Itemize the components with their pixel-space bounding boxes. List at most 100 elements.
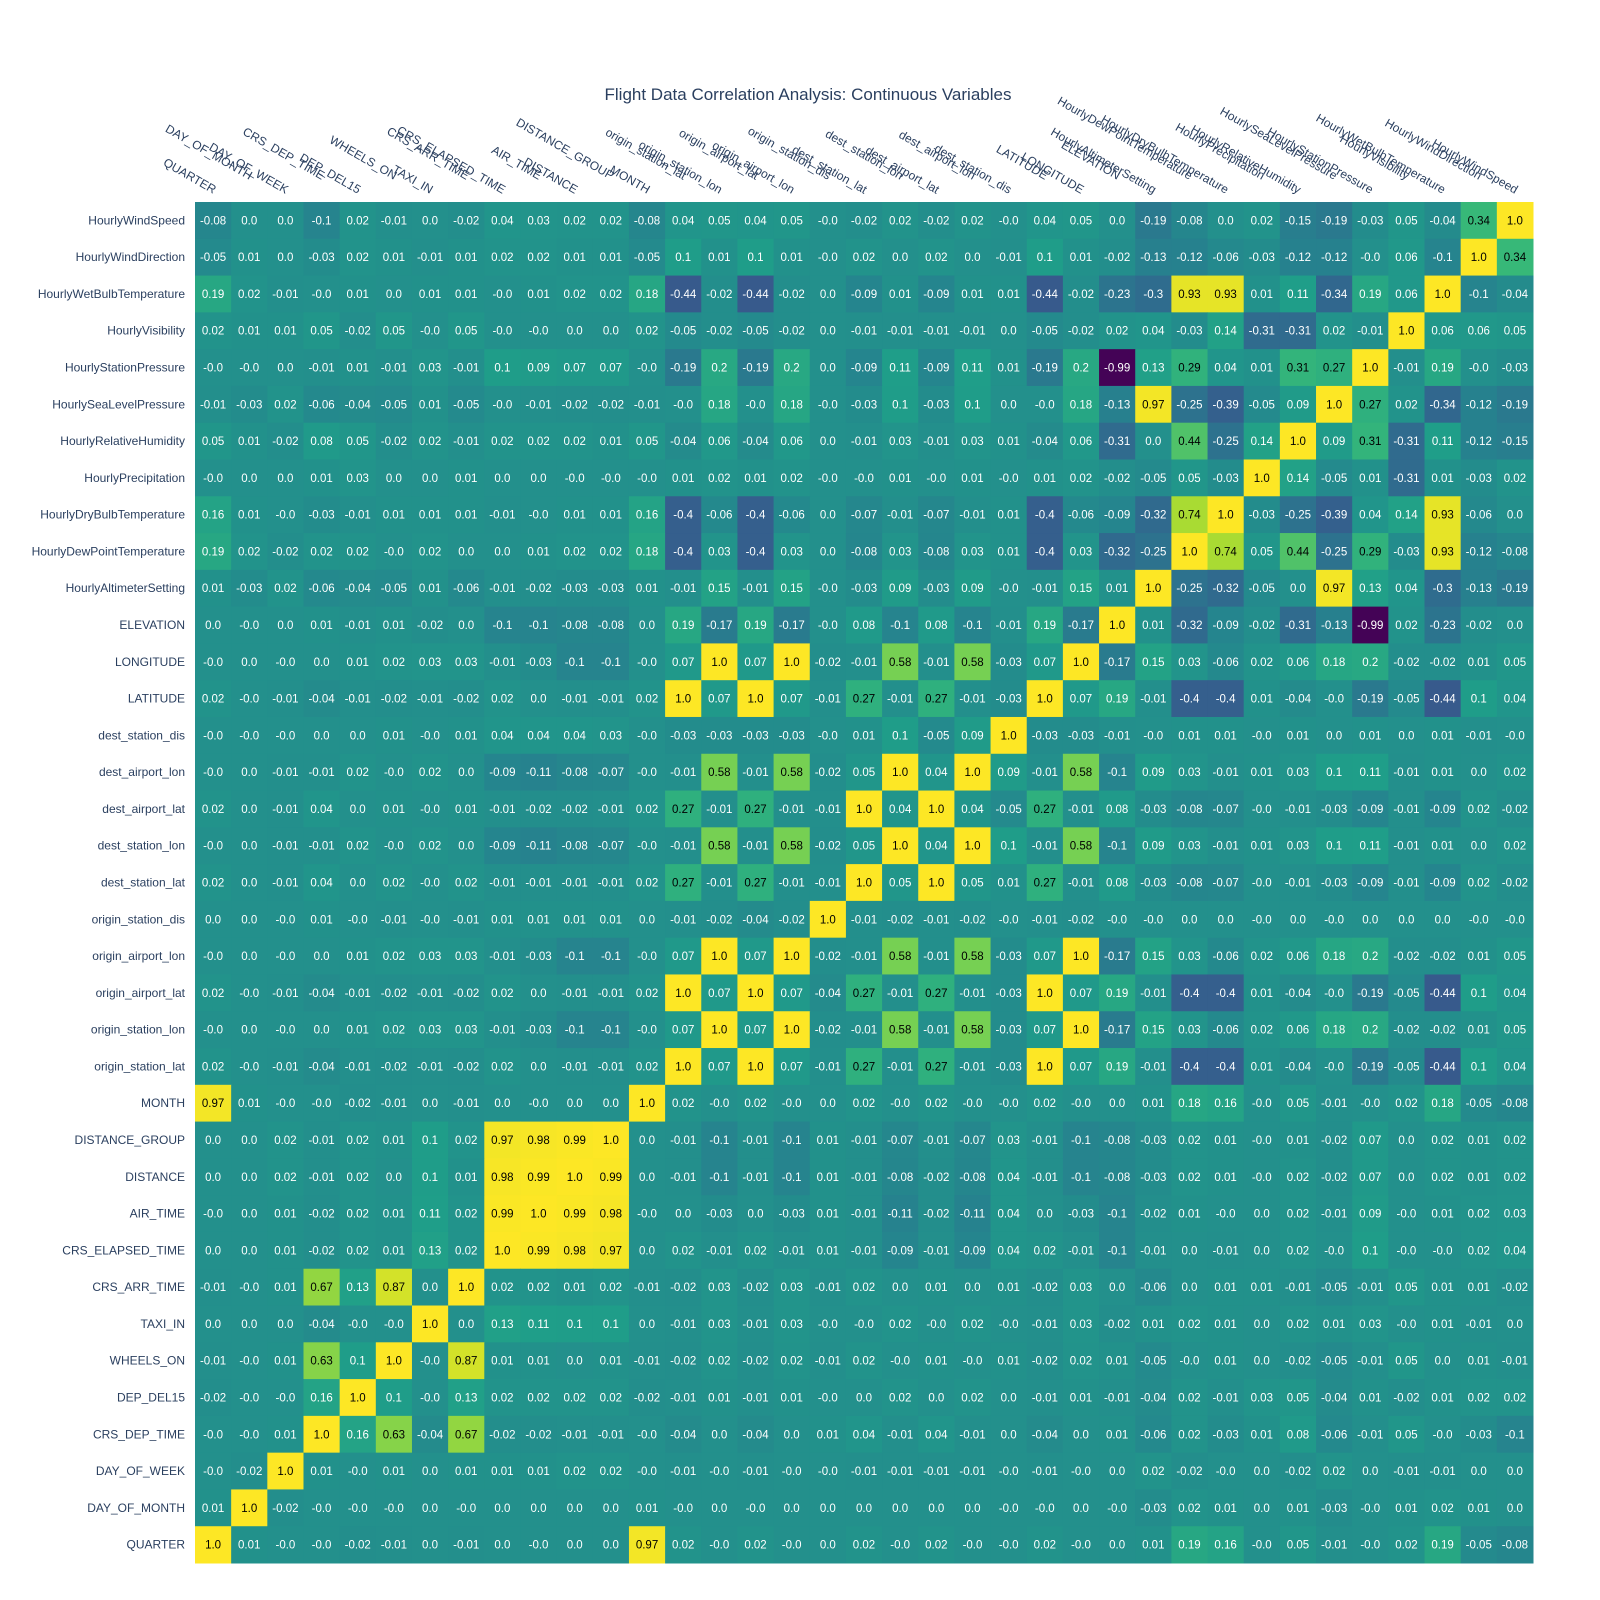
heatmap-cell xyxy=(1207,1195,1245,1233)
cell-value-label: -0.01 xyxy=(742,1392,768,1404)
heatmap-cell xyxy=(375,790,413,828)
heatmap-cell xyxy=(628,422,666,460)
heatmap-cell xyxy=(1424,606,1462,644)
heatmap-cell xyxy=(1496,606,1534,644)
heatmap-cell xyxy=(737,1379,775,1417)
cell-value-label: -0.09 xyxy=(959,1245,985,1257)
heatmap-cell xyxy=(520,312,558,350)
cell-value-label: -0.02 xyxy=(453,694,479,706)
cell-value-label: 0.01 xyxy=(310,473,332,485)
heatmap-cell xyxy=(1388,716,1426,755)
cell-value-label: 0.09 xyxy=(1142,841,1164,853)
cell-value-label: -0.0 xyxy=(1252,1540,1272,1552)
cell-value-label: 0.01 xyxy=(238,436,260,448)
heatmap-cell xyxy=(1026,1489,1064,1527)
cell-value-label: 0.01 xyxy=(274,1282,296,1294)
heatmap-cell xyxy=(628,790,666,828)
heatmap-cell xyxy=(1135,202,1172,240)
cell-value-label: 0.93 xyxy=(1214,289,1236,301)
cell-value-label: 0.02 xyxy=(202,988,224,1000)
cell-value-label: -0.02 xyxy=(1249,620,1275,632)
cell-value-label: 0.02 xyxy=(564,1392,586,1404)
heatmap-cell xyxy=(375,202,413,240)
heatmap-cell xyxy=(954,1121,992,1159)
cell-value-label: 0.01 xyxy=(817,1429,839,1441)
heatmap-cell xyxy=(1424,1048,1462,1086)
cell-value-label: 0.0 xyxy=(531,1503,547,1515)
cell-value-label: 0.58 xyxy=(1070,767,1092,779)
cell-value-label: 0.04 xyxy=(1504,1061,1527,1073)
heatmap-cell xyxy=(918,680,955,718)
heatmap-cell xyxy=(1207,238,1245,277)
heatmap-cell xyxy=(773,1195,811,1233)
cell-value-label: 0.0 xyxy=(350,730,366,742)
cell-value-label: 0.0 xyxy=(1254,1466,1270,1478)
heatmap-cell xyxy=(303,385,341,424)
heatmap-cell xyxy=(1424,1379,1462,1417)
cell-value-label: -0.04 xyxy=(670,436,697,448)
heatmap-cell xyxy=(1316,1121,1353,1159)
heatmap-cell xyxy=(195,1048,232,1086)
cell-value-label: 0.01 xyxy=(636,583,658,595)
cell-value-label: -0.0 xyxy=(420,1392,440,1404)
cell-value-label: -0.02 xyxy=(1032,1356,1058,1368)
heatmap-cell xyxy=(1243,569,1281,608)
cell-value-label: 0.03 xyxy=(419,363,441,375)
heatmap-cell xyxy=(267,1452,304,1490)
heatmap-cell xyxy=(954,606,992,644)
heatmap-cell xyxy=(918,385,955,424)
cell-value-label: 0.0 xyxy=(1037,1209,1053,1221)
cell-value-label: -0.05 xyxy=(634,252,660,264)
cell-value-label: 0.27 xyxy=(925,694,947,706)
heatmap-cell xyxy=(556,496,594,534)
heatmap-cell xyxy=(195,606,232,644)
cell-value-label: -0.01 xyxy=(851,951,877,963)
heatmap-cell xyxy=(628,1415,666,1454)
heatmap-cell xyxy=(267,349,304,387)
cell-value-label: 0.0 xyxy=(241,473,257,485)
heatmap-cell xyxy=(448,790,485,828)
heatmap-cell xyxy=(1316,1268,1353,1307)
cell-value-label: -0.02 xyxy=(453,1061,479,1073)
heatmap-cell xyxy=(1171,533,1209,571)
y-tick-label: DISTANCE xyxy=(125,1170,185,1184)
cell-value-label: -0.01 xyxy=(923,1245,949,1257)
cell-value-label: -0.03 xyxy=(923,399,949,411)
cell-value-label: -0.08 xyxy=(562,841,588,853)
heatmap-cell xyxy=(448,1121,485,1159)
heatmap-cell xyxy=(1062,1084,1100,1123)
heatmap-cell xyxy=(954,1231,992,1270)
heatmap-cell xyxy=(628,606,666,644)
heatmap-cell xyxy=(484,422,521,460)
heatmap-cell xyxy=(737,606,775,644)
heatmap-cell xyxy=(1099,606,1136,644)
heatmap-cell xyxy=(556,202,594,240)
heatmap-cell xyxy=(520,1231,558,1270)
cell-value-label: -0.4 xyxy=(1180,988,1200,1000)
heatmap-cell xyxy=(773,900,811,939)
cell-value-label: 0.01 xyxy=(455,730,477,742)
cell-value-label: 0.0 xyxy=(1398,1172,1414,1184)
heatmap-cell xyxy=(1388,1305,1426,1343)
heatmap-cell xyxy=(1496,238,1534,277)
cell-value-label: -0.01 xyxy=(670,767,696,779)
heatmap-cell xyxy=(411,202,449,240)
heatmap-cell xyxy=(1099,1452,1136,1490)
heatmap-cell xyxy=(411,937,449,975)
cell-value-label: -0.01 xyxy=(742,767,768,779)
heatmap-cell xyxy=(954,643,992,681)
heatmap-cell xyxy=(231,312,268,350)
heatmap-cell xyxy=(1388,238,1426,277)
cell-value-label: -0.03 xyxy=(1321,1503,1347,1515)
heatmap-cell xyxy=(303,349,341,387)
cell-value-label: -0.04 xyxy=(1429,215,1456,227)
heatmap-cell xyxy=(411,864,449,902)
heatmap-cell xyxy=(1099,422,1136,460)
cell-value-label: 0.16 xyxy=(636,510,658,522)
cell-value-label: -0.0 xyxy=(637,1025,657,1037)
heatmap-cell xyxy=(845,1526,883,1564)
heatmap-cell xyxy=(1316,827,1353,865)
heatmap-cell xyxy=(231,496,268,534)
cell-value-label: -0.01 xyxy=(1357,1282,1383,1294)
heatmap-cell xyxy=(484,1048,521,1086)
